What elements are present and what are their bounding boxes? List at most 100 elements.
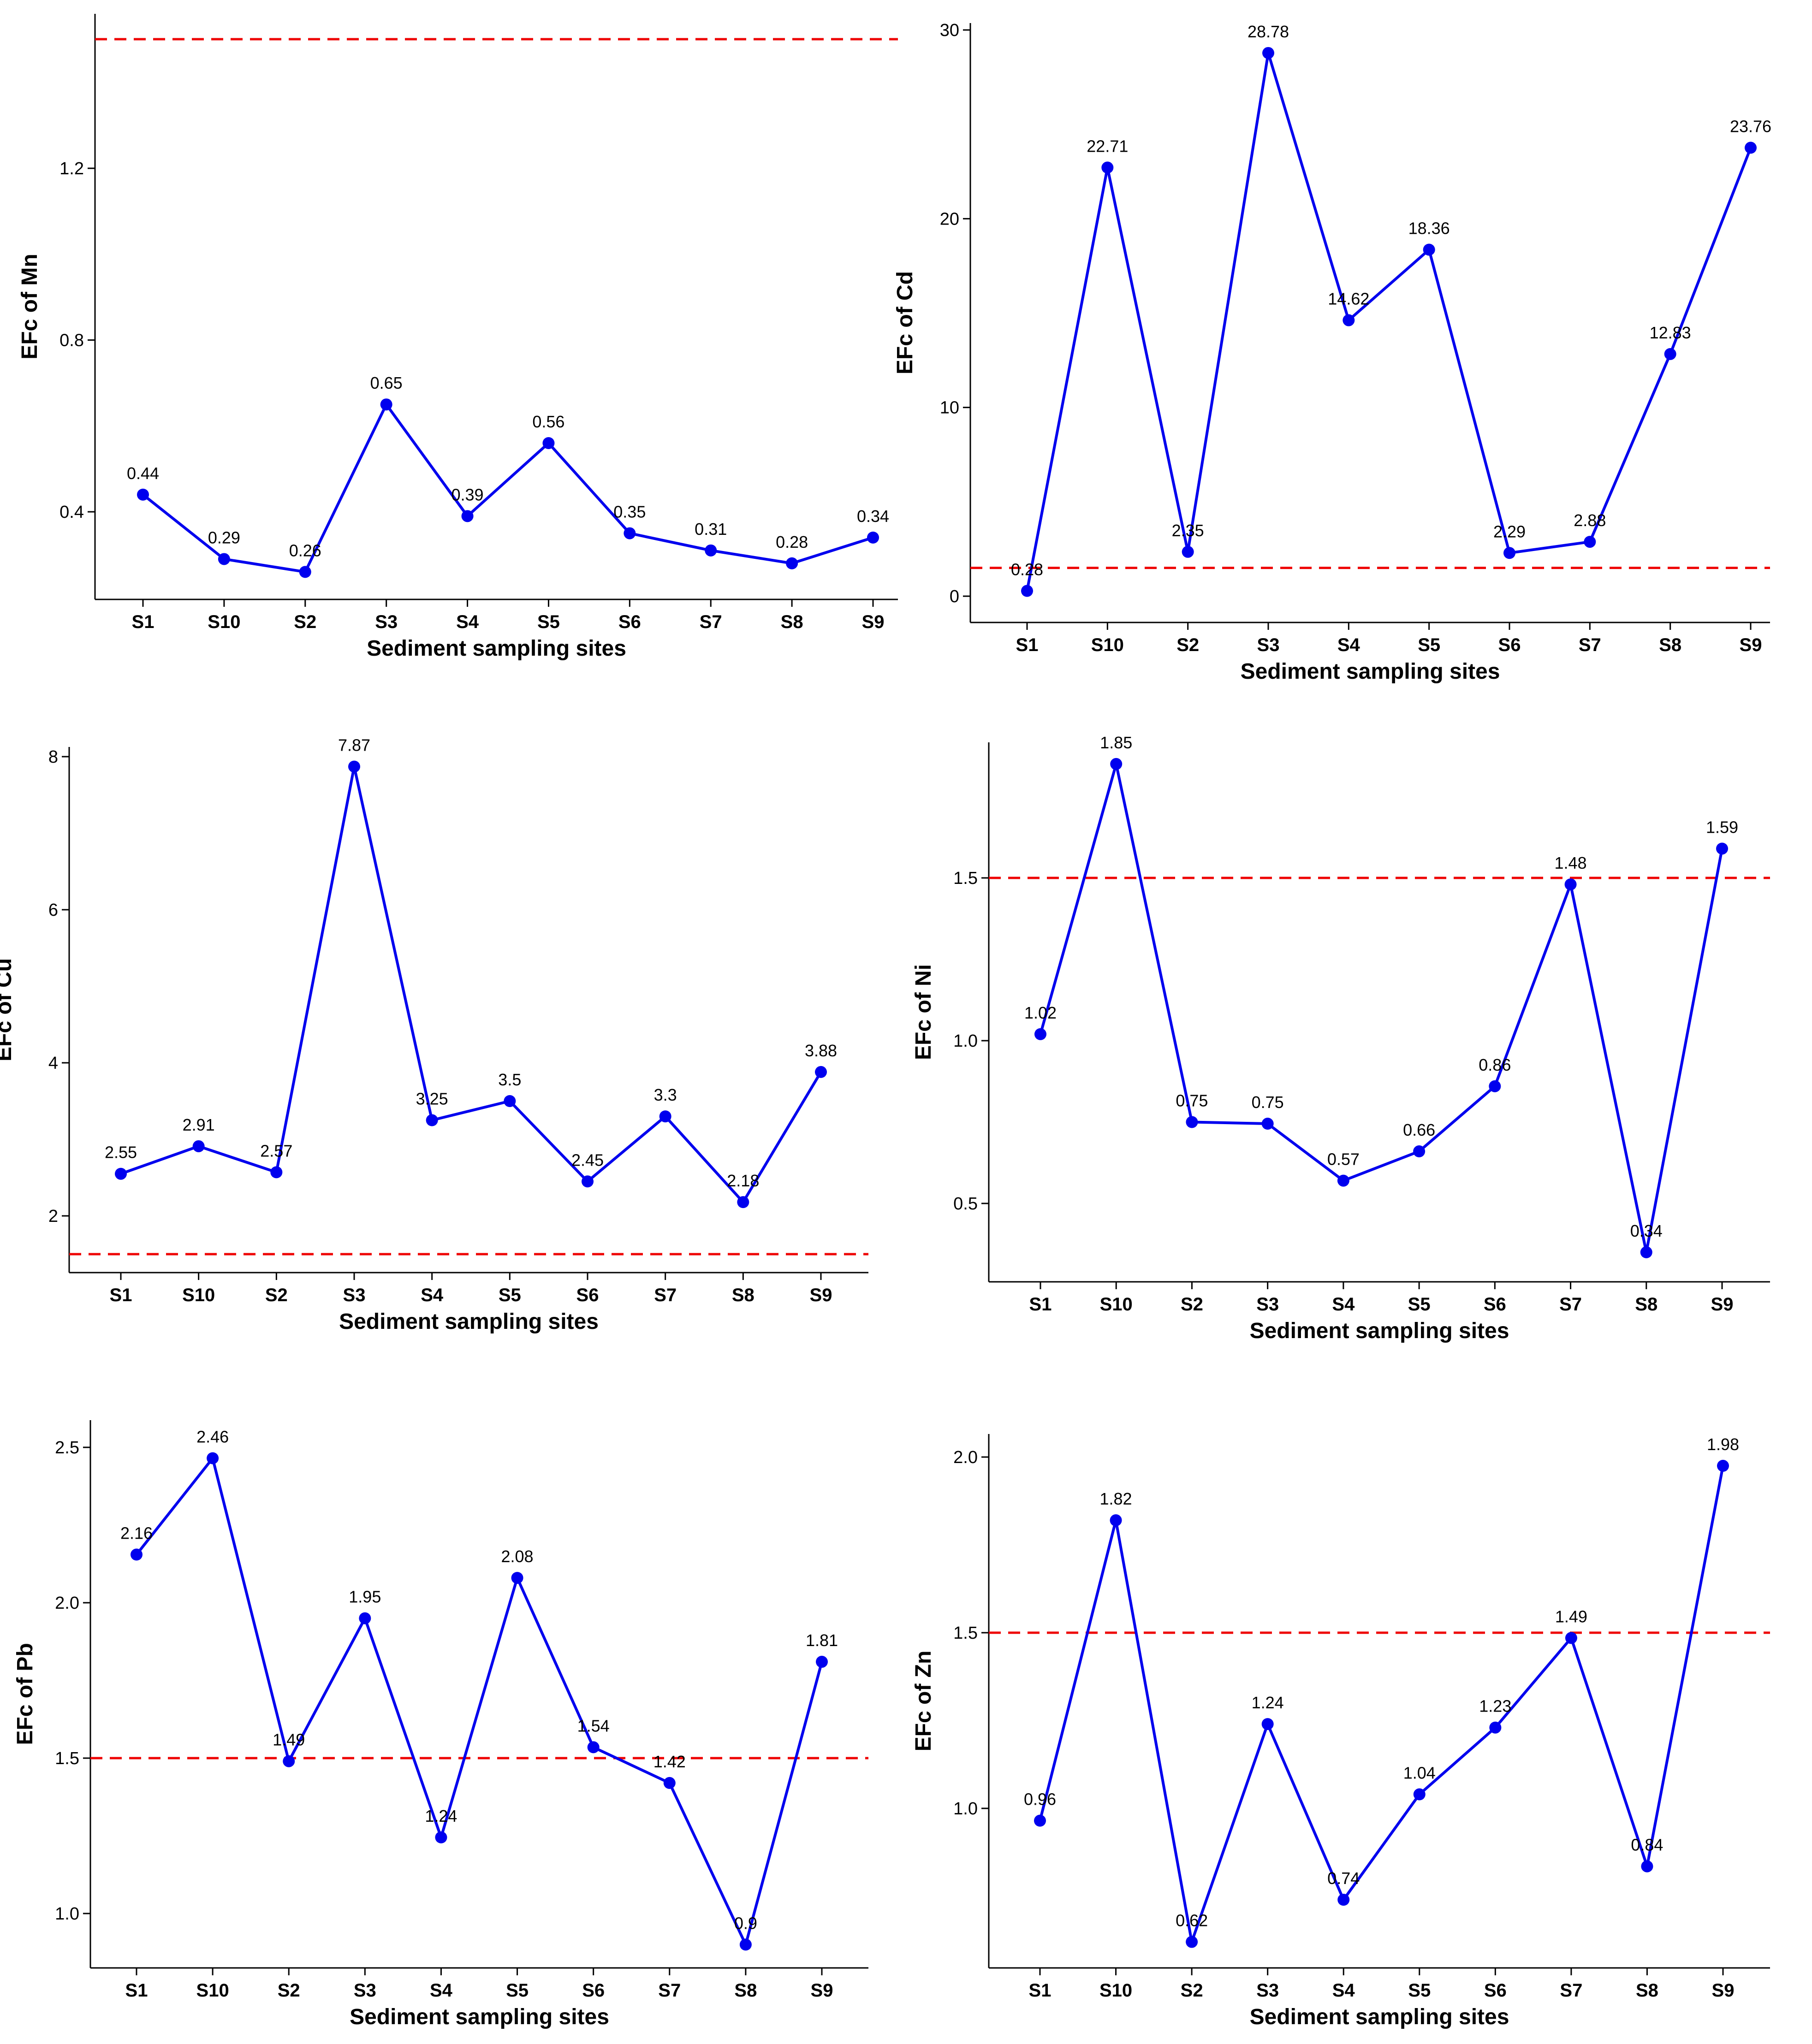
data-label: 0.86	[1479, 1055, 1511, 1074]
data-label: 28.78	[1248, 22, 1289, 41]
data-point	[624, 527, 636, 539]
data-label: 0.34	[1630, 1221, 1663, 1240]
x-tick-label: S6	[582, 1980, 605, 2001]
data-label: 3.5	[498, 1070, 521, 1089]
x-tick-label: S1	[125, 1980, 148, 2001]
x-tick-label: S5	[1408, 1980, 1431, 2001]
x-tick-label: S5	[506, 1980, 529, 2001]
data-label: 2.88	[1574, 511, 1606, 530]
data-label: 1.24	[1252, 1693, 1284, 1712]
data-label: 0.28	[776, 533, 808, 551]
data-point	[380, 398, 392, 411]
x-tick-label: S9	[1711, 1294, 1734, 1315]
x-tick-label: S4	[421, 1285, 444, 1305]
data-label: 0.62	[1176, 1911, 1208, 1930]
data-point	[1182, 545, 1194, 558]
x-tick-label: S3	[375, 612, 398, 632]
x-tick-label: S8	[1636, 1980, 1658, 2001]
x-tick-label: S1	[1029, 1294, 1052, 1315]
data-point	[1261, 1718, 1274, 1730]
data-point	[359, 1612, 371, 1624]
x-axis-title: Sediment sampling sites	[1250, 1319, 1509, 1343]
data-label: 1.42	[654, 1752, 686, 1771]
data-point	[511, 1572, 523, 1584]
data-point	[1186, 1116, 1198, 1128]
chart-panel-3: 2 4 6 8 S1 S10 S2 S3 S4 S5 S6 S7 S8 S9 2.55 2.91 2.57 7.8…	[0, 736, 868, 1334]
data-point	[1337, 1894, 1350, 1906]
chart-panel-1: 0.4 0.8 1.2 S1 S10 S2 S3 S4 S5 S6 S7 S8 S9 0.44 0.29 0.…	[18, 14, 898, 661]
series-line	[142, 403, 873, 574]
y-tick-label: 2.0	[953, 1448, 978, 1467]
data-point	[786, 557, 798, 569]
data-point	[137, 488, 149, 501]
data-label: 0.56	[532, 412, 564, 431]
data-label: 2.57	[260, 1141, 292, 1160]
data-point	[1261, 1118, 1274, 1130]
data-point	[705, 544, 717, 557]
x-axis-title: Sediment sampling sites	[1241, 659, 1500, 684]
data-point	[1262, 47, 1274, 59]
data-label: 0.26	[289, 541, 321, 560]
data-label: 2.46	[196, 1428, 229, 1446]
x-tick-label: S7	[1560, 1980, 1582, 2001]
x-tick-label: S8	[1659, 635, 1681, 655]
data-point	[1413, 1788, 1426, 1801]
y-tick-label: 10	[940, 398, 959, 418]
data-point	[1564, 878, 1577, 891]
data-point	[1716, 842, 1728, 855]
y-tick-label: 30	[940, 21, 959, 40]
x-tick-label: S2	[278, 1980, 300, 2001]
x-axis-title: Sediment sampling sites	[339, 1309, 599, 1334]
data-point	[1641, 1860, 1653, 1872]
data-label: 0.75	[1176, 1091, 1208, 1110]
data-point	[1489, 1080, 1501, 1092]
data-point	[739, 1938, 752, 1951]
data-label: 0.84	[1631, 1836, 1663, 1854]
chart-panel-2: 0 10 20 30 S1 S10 S2 S3 S4 S5 S6 S7 S8 S9 0.28 22.71 2.3…	[893, 21, 1771, 684]
data-point	[867, 531, 879, 544]
chart-panel-6: 1.0 1.5 2.0 S1 S10 S2 S3 S4 S5 S6 S7 S8 S9 0.96 1.82 0.…	[911, 1434, 1770, 2029]
data-label: 3.3	[654, 1085, 677, 1104]
data-point	[504, 1095, 516, 1107]
y-tick-label: 0.8	[59, 331, 84, 350]
x-tick-label: S8	[734, 1980, 757, 2001]
x-tick-label: S9	[1740, 635, 1762, 655]
data-label: 23.76	[1730, 117, 1771, 136]
data-label: 2.16	[120, 1524, 153, 1543]
data-point	[270, 1166, 283, 1179]
x-tick-label: S8	[732, 1285, 755, 1305]
y-tick-label: 1.5	[953, 1623, 978, 1643]
data-label: 0.96	[1024, 1790, 1056, 1809]
data-point	[115, 1167, 127, 1180]
y-tick-label: 2.0	[55, 1594, 79, 1613]
x-tick-label: S1	[1016, 635, 1039, 655]
data-point	[1503, 547, 1515, 559]
x-axis-title: Sediment sampling sites	[367, 636, 626, 661]
x-tick-label: S4	[1337, 635, 1360, 655]
data-point	[816, 1656, 828, 1668]
x-tick-label: S2	[265, 1285, 288, 1305]
data-label: 2.55	[105, 1143, 137, 1162]
x-tick-label: S9	[862, 612, 885, 632]
data-label: 7.87	[338, 736, 370, 755]
y-axis-title: EFc of Cd	[893, 271, 917, 374]
data-point	[1034, 1814, 1046, 1827]
x-tick-label: S3	[354, 1980, 376, 2001]
series-line	[1039, 762, 1723, 1254]
x-tick-label: S7	[654, 1285, 677, 1305]
x-tick-label: S5	[1418, 635, 1440, 655]
data-label: 2.29	[1493, 522, 1526, 541]
y-axis-title: EFc of Pb	[13, 1643, 37, 1745]
y-tick-label: 1.5	[55, 1749, 79, 1768]
data-label: 2.35	[1172, 521, 1204, 540]
data-label: 1.04	[1403, 1764, 1436, 1783]
x-tick-label: S7	[700, 612, 722, 632]
x-tick-label: S5	[537, 612, 560, 632]
series-line	[1026, 51, 1752, 592]
data-label: 1.85	[1100, 733, 1132, 752]
x-tick-label: S5	[1408, 1294, 1431, 1315]
data-label: 0.66	[1403, 1120, 1435, 1139]
x-tick-label: S10	[1100, 1294, 1133, 1315]
y-axis-title: EFc of Zn	[911, 1651, 936, 1752]
